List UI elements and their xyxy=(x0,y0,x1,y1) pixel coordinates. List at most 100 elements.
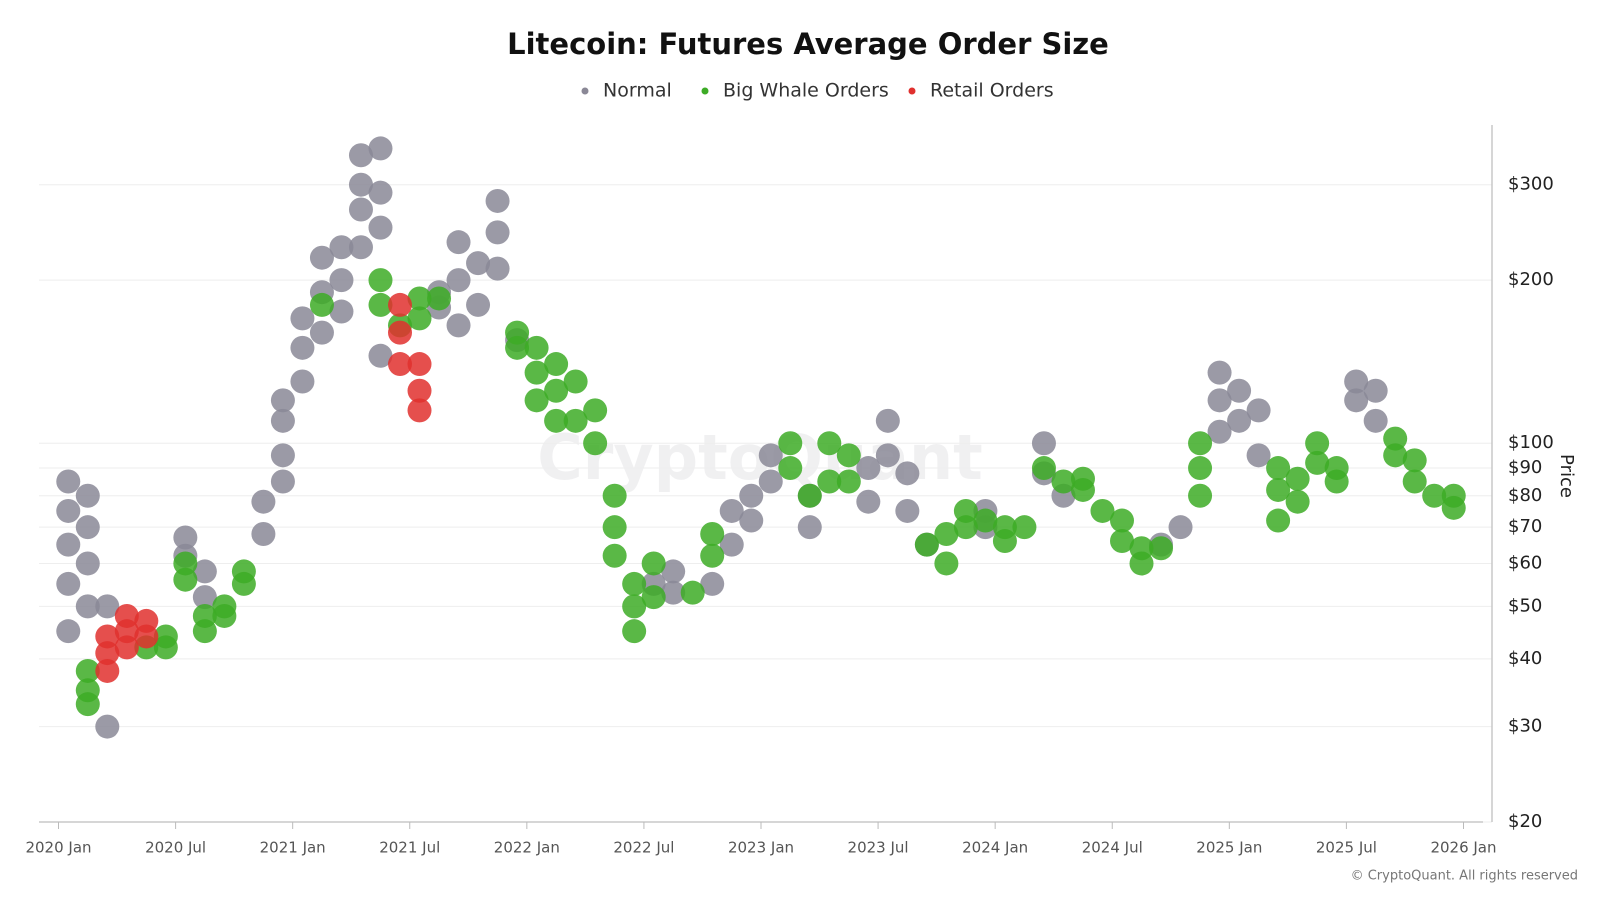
bubble xyxy=(875,443,900,468)
bubble xyxy=(368,215,393,240)
x-tick-label: 2023 Jul xyxy=(848,839,909,857)
x-tick-label: 2020 Jul xyxy=(145,839,206,857)
bubble xyxy=(1070,466,1095,491)
y-tick-label: $30 xyxy=(1508,716,1542,737)
bubble xyxy=(173,551,198,576)
bubble xyxy=(1383,426,1408,451)
bubble xyxy=(1246,443,1271,468)
bubble xyxy=(992,515,1017,540)
bubble xyxy=(719,532,744,557)
bubble xyxy=(817,469,842,494)
credit: © CryptoQuant. All rights reserved xyxy=(1351,869,1578,884)
bubble xyxy=(1344,388,1369,413)
bubble xyxy=(817,431,842,456)
bubble xyxy=(563,369,588,394)
x-tick-label: 2022 Jul xyxy=(613,839,674,857)
bubble xyxy=(231,559,256,584)
legend-marker xyxy=(701,87,709,95)
bubble xyxy=(75,678,100,703)
series-2 xyxy=(95,292,432,683)
bubble xyxy=(446,268,471,293)
bubble xyxy=(544,352,569,377)
bubble xyxy=(641,551,666,576)
x-tick-label: 2024 Jan xyxy=(962,839,1028,857)
bubble xyxy=(1285,466,1310,491)
bubble xyxy=(388,320,412,345)
bubble xyxy=(446,230,471,255)
bubble xyxy=(1207,360,1232,385)
bubble xyxy=(1441,483,1466,508)
bubble xyxy=(797,515,822,540)
bubble xyxy=(661,559,686,584)
bubble xyxy=(348,197,373,222)
bubble xyxy=(329,268,354,293)
bubble xyxy=(1422,483,1447,508)
bubble xyxy=(1305,431,1330,456)
bubble xyxy=(856,456,881,481)
y-tick-label: $80 xyxy=(1508,485,1542,506)
bubble xyxy=(270,469,295,494)
x-tick-label: 2025 Jan xyxy=(1196,839,1262,857)
bubble xyxy=(505,320,530,345)
bubble xyxy=(563,408,588,433)
bubble xyxy=(797,483,822,508)
bubble xyxy=(446,313,471,338)
bubble xyxy=(388,292,412,317)
bubble xyxy=(329,235,354,260)
bubble xyxy=(192,559,217,584)
bubble xyxy=(407,378,432,403)
bubble xyxy=(173,525,198,550)
bubble xyxy=(290,306,315,331)
bubble xyxy=(778,431,803,456)
bubble xyxy=(95,594,120,619)
bubble xyxy=(95,658,120,683)
bubble xyxy=(368,343,393,368)
bubble xyxy=(1266,477,1291,502)
bubble xyxy=(368,268,393,293)
bubble xyxy=(368,292,393,317)
bubble xyxy=(309,245,334,270)
bubble xyxy=(680,580,705,605)
bubble xyxy=(1188,431,1213,456)
y-tick-label: $300 xyxy=(1508,174,1554,195)
bubble xyxy=(427,286,452,311)
bubble xyxy=(1110,529,1134,554)
bubble xyxy=(934,551,959,576)
bubble xyxy=(290,369,315,394)
bubble xyxy=(544,378,569,403)
bubble xyxy=(407,352,432,377)
bubble xyxy=(95,624,120,649)
bubble xyxy=(56,469,81,494)
bubble xyxy=(583,398,608,423)
bubble xyxy=(914,532,939,557)
bubble xyxy=(583,431,608,456)
y-tick-label: $200 xyxy=(1508,269,1554,290)
bubble xyxy=(466,292,491,317)
bubble xyxy=(309,320,334,345)
bubble xyxy=(622,594,647,619)
bubble xyxy=(348,172,373,197)
bubble xyxy=(114,603,139,628)
bubble xyxy=(602,543,627,568)
bubble xyxy=(1402,469,1427,494)
bubble xyxy=(739,483,764,508)
bubble xyxy=(622,619,647,644)
bubble xyxy=(524,360,549,385)
bubble xyxy=(758,469,783,494)
y-tick-label: $90 xyxy=(1508,457,1542,478)
bubble xyxy=(1285,489,1310,514)
bubble xyxy=(75,551,100,576)
x-tick-label: 2023 Jan xyxy=(728,839,794,857)
bubble xyxy=(895,461,920,486)
bubble xyxy=(524,335,549,360)
bubble xyxy=(875,408,900,433)
bubble xyxy=(602,483,627,508)
bubble xyxy=(739,508,764,533)
bubble xyxy=(836,443,861,468)
bubble xyxy=(348,143,373,168)
y-tick-label: $100 xyxy=(1508,432,1554,453)
bubble xyxy=(309,292,334,317)
bubble xyxy=(192,603,217,628)
bubble xyxy=(856,489,881,514)
legend-marker xyxy=(581,87,589,95)
